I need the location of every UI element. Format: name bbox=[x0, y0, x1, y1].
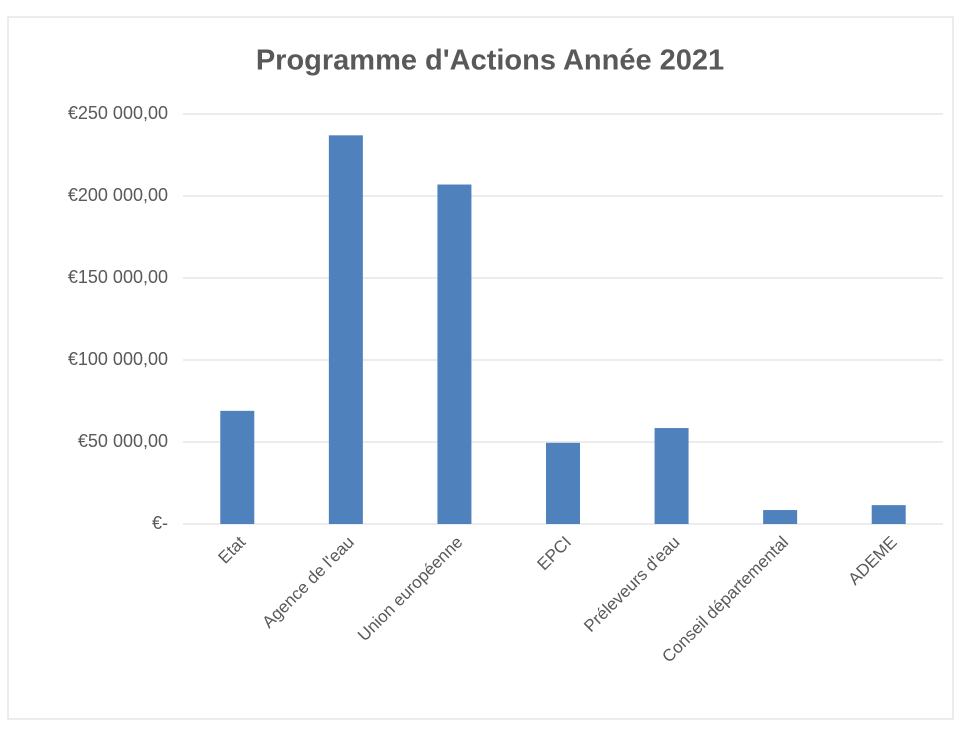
y-tick-label: €200 000,00 bbox=[68, 185, 168, 205]
bar bbox=[546, 442, 580, 524]
chart-title: Programme d'Actions Année 2021 bbox=[256, 45, 724, 77]
y-tick-label: €50 000,00 bbox=[78, 431, 168, 451]
y-tick-label: €- bbox=[152, 513, 168, 533]
bar bbox=[871, 505, 906, 524]
y-tick-label: €250 000,00 bbox=[68, 103, 168, 123]
bar bbox=[763, 510, 798, 524]
y-tick-label: €150 000,00 bbox=[68, 267, 168, 287]
bar bbox=[220, 410, 255, 524]
bar bbox=[654, 428, 689, 524]
bar bbox=[437, 184, 472, 524]
chart-frame bbox=[7, 16, 954, 720]
bar bbox=[328, 135, 363, 524]
y-tick-label: €100 000,00 bbox=[68, 349, 168, 369]
